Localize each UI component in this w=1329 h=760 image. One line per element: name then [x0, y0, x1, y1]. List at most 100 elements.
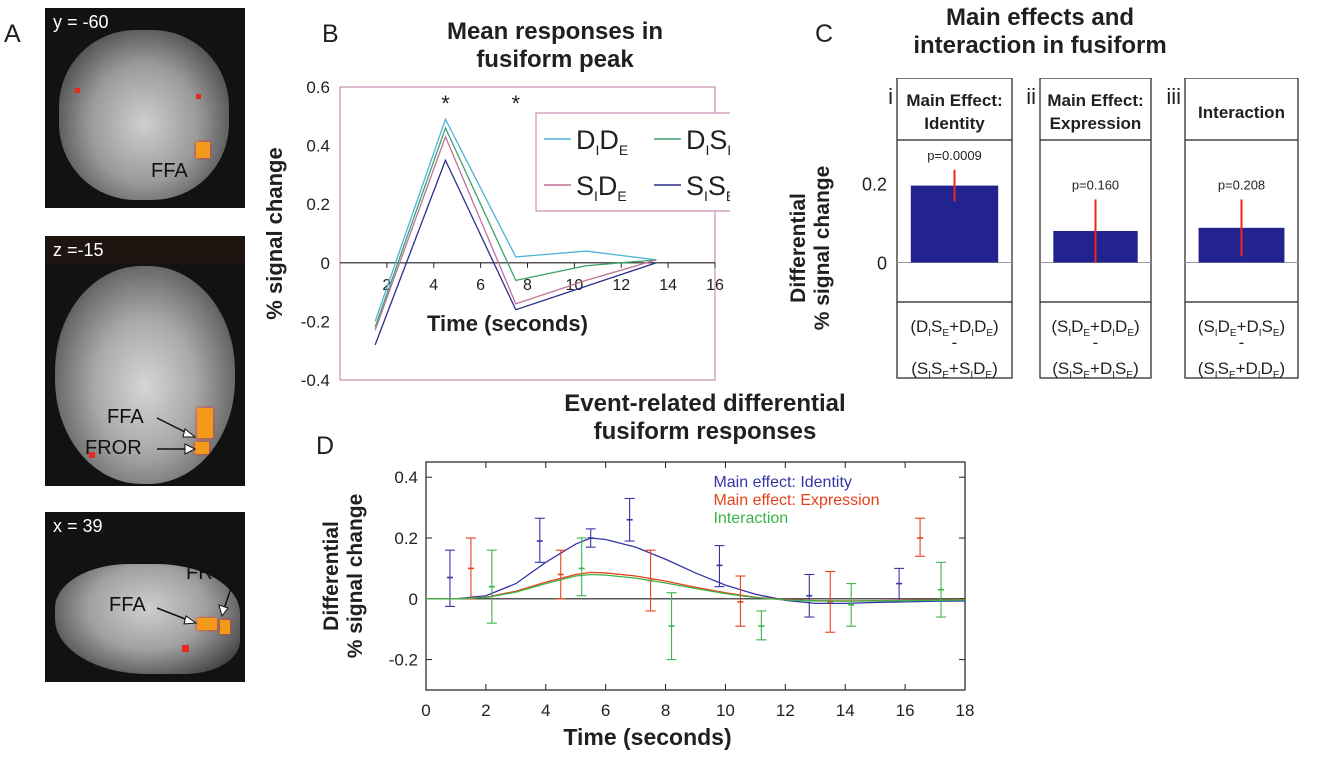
legend-label-didE: DIDE — [576, 125, 628, 158]
x-tick-label: 6 — [601, 701, 610, 720]
legend-label-expression: Main effect: Expression — [713, 492, 879, 509]
slice-coordinate: z =-15 — [53, 240, 104, 260]
y-tick-label: 0.4 — [306, 137, 330, 156]
y-tick-label: -0.4 — [301, 371, 330, 390]
contrast-formula: (DISE+DIDE) — [910, 317, 998, 339]
y-tick-label: 0.6 — [306, 78, 330, 97]
plot-frame — [339, 86, 716, 381]
legend-label-sisE: SISE — [686, 171, 730, 204]
contrast-minus: - — [1239, 333, 1245, 352]
panel-b-title: Mean responses in fusiform peak — [446, 18, 664, 73]
series-line-DISE — [374, 126, 657, 328]
x-tick-label: 0 — [421, 701, 430, 720]
panel-c-letter: C — [815, 20, 834, 48]
x-tick-label: 2 — [481, 701, 490, 720]
x-tick-label: 4 — [429, 277, 438, 294]
chart-c: 0 0.2 Differential% signal change i Main Eff… — [787, 78, 1299, 381]
activation-blob — [196, 142, 210, 158]
activation-blob — [89, 452, 95, 458]
y-tick-label: 0.2 — [862, 175, 887, 195]
brain-slice-coronal: y = -60 FFA — [45, 8, 245, 208]
contrast-formula: (SISE+SIDE) — [911, 359, 997, 381]
activation-blob — [197, 618, 217, 630]
legend-label-identity: Main effect: Identity — [713, 474, 851, 491]
plot-frame — [425, 461, 966, 691]
series-line-DIDE — [374, 117, 657, 322]
y-tick-label: -0.2 — [301, 312, 330, 331]
contrast-minus: - — [952, 333, 958, 352]
subpanel-header: Main Effect: — [906, 91, 1002, 110]
y-tick-label: -0.2 — [389, 651, 418, 670]
significance-marker: * — [512, 91, 521, 116]
subpanel-numeral: ii — [1026, 84, 1036, 109]
p-value-label: p=0.208 — [1218, 177, 1265, 192]
brain-label-ffa: FFA — [107, 406, 144, 428]
y-tick-label: 0.2 — [306, 195, 330, 214]
y-axis-label: % signal change — [811, 166, 834, 331]
x-tick-label: 2 — [382, 277, 391, 294]
panel-d-title: Event-related differential fusiform resp… — [564, 390, 846, 445]
slice-coordinate: x = 39 — [53, 516, 103, 536]
x-tick-label: 16 — [706, 277, 724, 294]
y-tick-label: 0 — [877, 254, 887, 274]
activation-blob — [220, 620, 230, 634]
y-tick-label: 0.2 — [394, 529, 418, 548]
y-tick-label: 0 — [409, 590, 418, 609]
subpanel-numeral: i — [888, 84, 893, 109]
p-value-label: p=0.160 — [1072, 177, 1119, 192]
legend-label-interaction: Interaction — [713, 510, 788, 527]
subpanel-numeral: iii — [1166, 84, 1181, 109]
contrast-formula: (SISE+DISE) — [1052, 359, 1138, 381]
y-axis-label: % signal change — [262, 147, 287, 319]
activation-blob — [197, 408, 213, 438]
slice-coordinate: y = -60 — [53, 12, 109, 32]
subpanel-frame — [1184, 78, 1299, 379]
panel-c-title: Main effects and interaction in fusiform — [913, 4, 1167, 59]
contrast-formula: (SISE+DIDE) — [1198, 359, 1285, 381]
x-axis-label: Time (seconds) — [427, 311, 588, 336]
y-tick-label: 0 — [321, 254, 330, 273]
brain-label-ffa: FFA — [151, 160, 188, 182]
contrast-minus: - — [1093, 333, 1099, 352]
x-tick-label: 8 — [523, 277, 532, 294]
fit-curve-interaction — [426, 573, 966, 602]
x-tick-label: 10 — [565, 277, 583, 294]
brain-slice-sagittal: x = 39 FFA FROR — [45, 512, 245, 682]
chart-d: -0.2 0 0.2 0.4 0 2 4 6 8 10 12 14 16 18 Main effect: I… — [320, 461, 974, 750]
subpanel-header: Expression — [1050, 114, 1142, 133]
x-tick-label: 12 — [612, 277, 630, 294]
panel-d-letter: D — [316, 432, 335, 460]
subpanel-header: Identity — [924, 114, 985, 133]
x-tick-label: 6 — [476, 277, 485, 294]
legend-box — [535, 112, 730, 212]
y-axis-label: % signal change — [344, 494, 367, 659]
contrast-formula: (SIDE+DISE) — [1198, 317, 1285, 339]
legend-label-sidE: SIDE — [576, 171, 627, 204]
activation-blob — [75, 88, 80, 93]
significance-marker: * — [441, 91, 450, 116]
x-tick-label: 14 — [836, 701, 855, 720]
subpanel-frame — [1039, 78, 1152, 379]
x-tick-label: 16 — [896, 701, 915, 720]
x-tick-label: 4 — [541, 701, 550, 720]
brain-slice-axial: z =-15 FFA FROR — [45, 236, 245, 486]
subpanel-header: Main Effect: — [1047, 91, 1143, 110]
brain-label-fror: FROR — [186, 562, 243, 584]
y-tick-label: 0.4 — [394, 468, 418, 487]
subpanel-header: Interaction — [1198, 103, 1285, 122]
brain-label-ffa: FFA — [109, 594, 146, 616]
p-value-label: p=0.0009 — [927, 148, 982, 163]
arrow-icon — [156, 587, 232, 625]
legend-label-disE: DISE — [686, 125, 730, 158]
x-tick-label: 12 — [776, 701, 795, 720]
contrast-formula: (SIDE+DIDE) — [1051, 317, 1139, 339]
y-axis-label: Differential — [320, 521, 343, 631]
brain-label-fror: FROR — [85, 437, 142, 459]
panel-b-letter: B — [322, 20, 339, 48]
chart-b: -0.4 -0.2 0 0.2 0.4 0.6 2 4 6 8 10 12 14 16 * * Time (se… — [262, 78, 730, 390]
series-line-SISE — [374, 158, 657, 346]
x-axis-label: Time (seconds) — [563, 724, 731, 750]
activation-blob — [195, 442, 209, 454]
series-line-SIDE — [374, 135, 657, 331]
panel-a-letter: A — [4, 20, 21, 48]
